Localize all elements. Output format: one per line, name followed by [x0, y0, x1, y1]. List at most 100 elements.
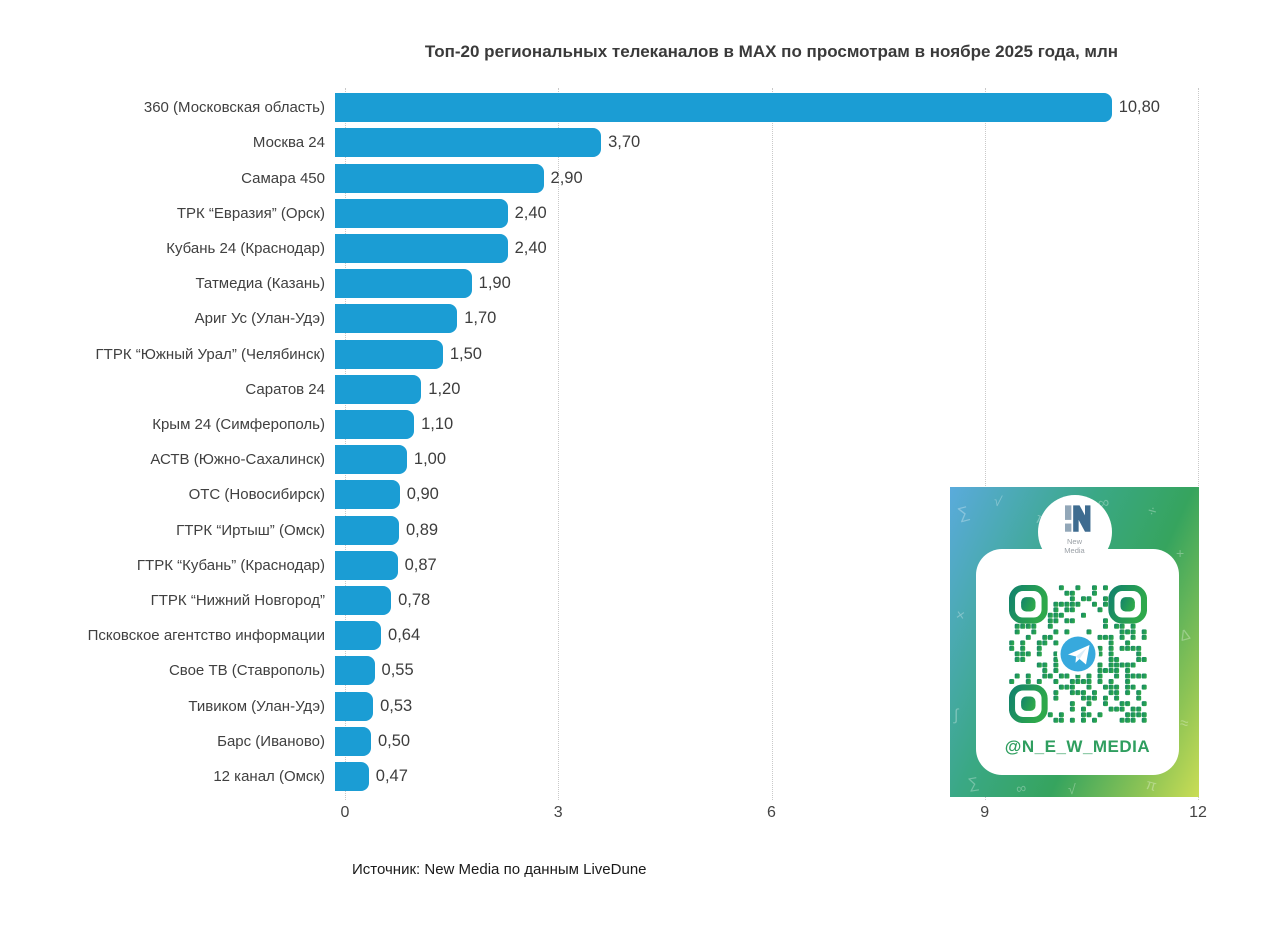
math-doodle-glyph: ∫ [954, 707, 959, 724]
bar[interactable] [335, 445, 407, 475]
category-label: Барс (Иваново) [217, 732, 325, 750]
bar[interactable] [335, 656, 375, 686]
bar[interactable] [335, 304, 458, 334]
value-label: 3,70 [608, 133, 641, 152]
newmedia-logo-icon [1064, 505, 1090, 532]
x-axis: 0 3 6 9 12 [341, 804, 1207, 826]
bar-track: 1,90 [335, 269, 1198, 299]
math-doodle-glyph: π [1143, 775, 1159, 796]
bar-track: 2,90 [335, 163, 1198, 193]
bar-track: 0,50 [335, 726, 1198, 756]
bar-row: Тивиком (Улан-Удэ) 0,53 [60, 688, 1198, 723]
x-tick-label: 9 [980, 804, 990, 821]
bar-track: 3,70 [335, 128, 1198, 158]
math-doodle-glyph: + [1176, 545, 1185, 561]
bar[interactable] [335, 163, 544, 193]
bar-track: 0,78 [335, 585, 1198, 615]
category-label: 12 канал (Омск) [213, 767, 325, 785]
math-doodle-glyph: ∞ [1014, 779, 1028, 797]
category-label: Татмедиа (Казань) [195, 275, 325, 293]
category-label: ОТС (Новосибирск) [188, 486, 325, 504]
value-label: 0,87 [404, 555, 437, 574]
value-label: 2,90 [550, 168, 583, 187]
category-label: ГТРК “Южный Урал” (Челябинск) [95, 345, 325, 363]
category-label: 360 (Московская область) [143, 99, 325, 117]
category-label: Псковское агентство информации [87, 627, 325, 645]
math-doodle-glyph: ∑ [955, 503, 972, 524]
value-label: 1,00 [413, 450, 447, 469]
qr-panel: @N_E_W_MEDIA [976, 549, 1179, 775]
bar-track: 1,20 [335, 374, 1198, 404]
gridline [558, 88, 560, 800]
gridline [1198, 88, 1199, 800]
bar-track: 1,50 [335, 339, 1198, 369]
bar-row: Кубань 24 (Краснодар) 2,40 [60, 231, 1198, 266]
math-doodle-glyph: ≈ [1178, 714, 1190, 733]
telegram-handle[interactable]: @N_E_W_MEDIA [1004, 737, 1151, 756]
value-label: 1,50 [449, 344, 482, 363]
bar-row: ГТРК “Нижний Новгород” 0,78 [60, 583, 1198, 618]
bar[interactable] [335, 233, 508, 263]
bar-row: Ариг Ус (Улан-Удэ) 1,70 [60, 301, 1198, 336]
x-tick-label: 3 [553, 804, 563, 821]
math-doodle-glyph: √ [1068, 781, 1076, 797]
bar[interactable] [335, 726, 371, 756]
value-label: 1,20 [428, 379, 461, 398]
bar-track: 0,90 [335, 480, 1198, 510]
bar-track: 0,89 [335, 515, 1198, 545]
category-label: Крым 24 (Симферополь) [152, 415, 325, 433]
value-label: 0,50 [377, 731, 411, 750]
bar[interactable] [335, 585, 392, 615]
bar-track: 0,64 [335, 621, 1198, 651]
category-label: Саратов 24 [245, 380, 325, 398]
x-tick-label: 0 [340, 804, 350, 821]
value-label: 0,89 [406, 520, 439, 539]
bar-track: 1,10 [335, 409, 1198, 439]
x-tick-label: 12 [1189, 804, 1207, 821]
bar[interactable] [335, 374, 422, 404]
bar[interactable] [335, 339, 443, 369]
x-tick-label: 6 [767, 804, 776, 821]
category-label: Кубань 24 (Краснодар) [166, 239, 325, 257]
newmedia-logo-circle: New Media [1037, 495, 1112, 569]
bar-track: 10,80 [335, 93, 1198, 123]
bar-track: 2,40 [335, 233, 1198, 263]
value-label: 0,55 [381, 661, 414, 680]
gridline [984, 88, 986, 800]
newmedia-logo-caption: New Media [1064, 537, 1085, 555]
bar-track: 1,70 [335, 304, 1198, 334]
category-label: АСТВ (Южно-Сахалинск) [150, 451, 325, 469]
bar-row: 360 (Московская область) 10,80 [60, 90, 1198, 125]
qr-card[interactable]: ∑√π∞÷+×Δ∫≈∑√π∞ New Media @N_E_W_MEDIA [950, 487, 1199, 797]
value-label: 10,80 [1118, 98, 1160, 117]
gridline [771, 88, 773, 800]
category-label: Свое ТВ (Ставрополь) [168, 662, 325, 680]
bar[interactable] [335, 93, 1112, 123]
qr-code[interactable] [1008, 585, 1147, 723]
bar-row: ОТС (Новосибирск) 0,90 [60, 477, 1198, 512]
category-label: Самара 450 [241, 169, 325, 187]
bar[interactable] [335, 515, 399, 545]
bar[interactable] [335, 550, 398, 580]
chart-title: Топ-20 региональных телеканалов в MAX по… [424, 42, 1119, 61]
bar[interactable] [335, 621, 382, 651]
bar-chart: 360 (Московская область) 10,80 Москва 24… [60, 90, 1198, 794]
bar-track: 1,00 [335, 445, 1198, 475]
bar-row: ГТРК “Иртыш” (Омск) 0,89 [60, 512, 1198, 547]
bar[interactable] [335, 409, 415, 439]
bar[interactable] [335, 269, 472, 299]
math-doodle-glyph: Δ [1177, 625, 1193, 646]
bar[interactable] [335, 128, 602, 158]
math-doodle-glyph: ÷ [1145, 502, 1159, 521]
math-doodle-glyph: ∑ [966, 774, 981, 793]
value-label: 0,53 [380, 696, 413, 715]
bar[interactable] [335, 198, 508, 228]
grid-layer [345, 88, 1199, 800]
bar[interactable] [335, 691, 374, 721]
bar[interactable] [335, 761, 369, 791]
bar-track: 2,40 [335, 198, 1198, 228]
bar-row: ГТРК “Южный Урал” (Челябинск) 1,50 [60, 336, 1198, 371]
value-label: 0,90 [406, 485, 439, 504]
bar[interactable] [335, 480, 400, 510]
value-label: 1,10 [421, 414, 454, 433]
